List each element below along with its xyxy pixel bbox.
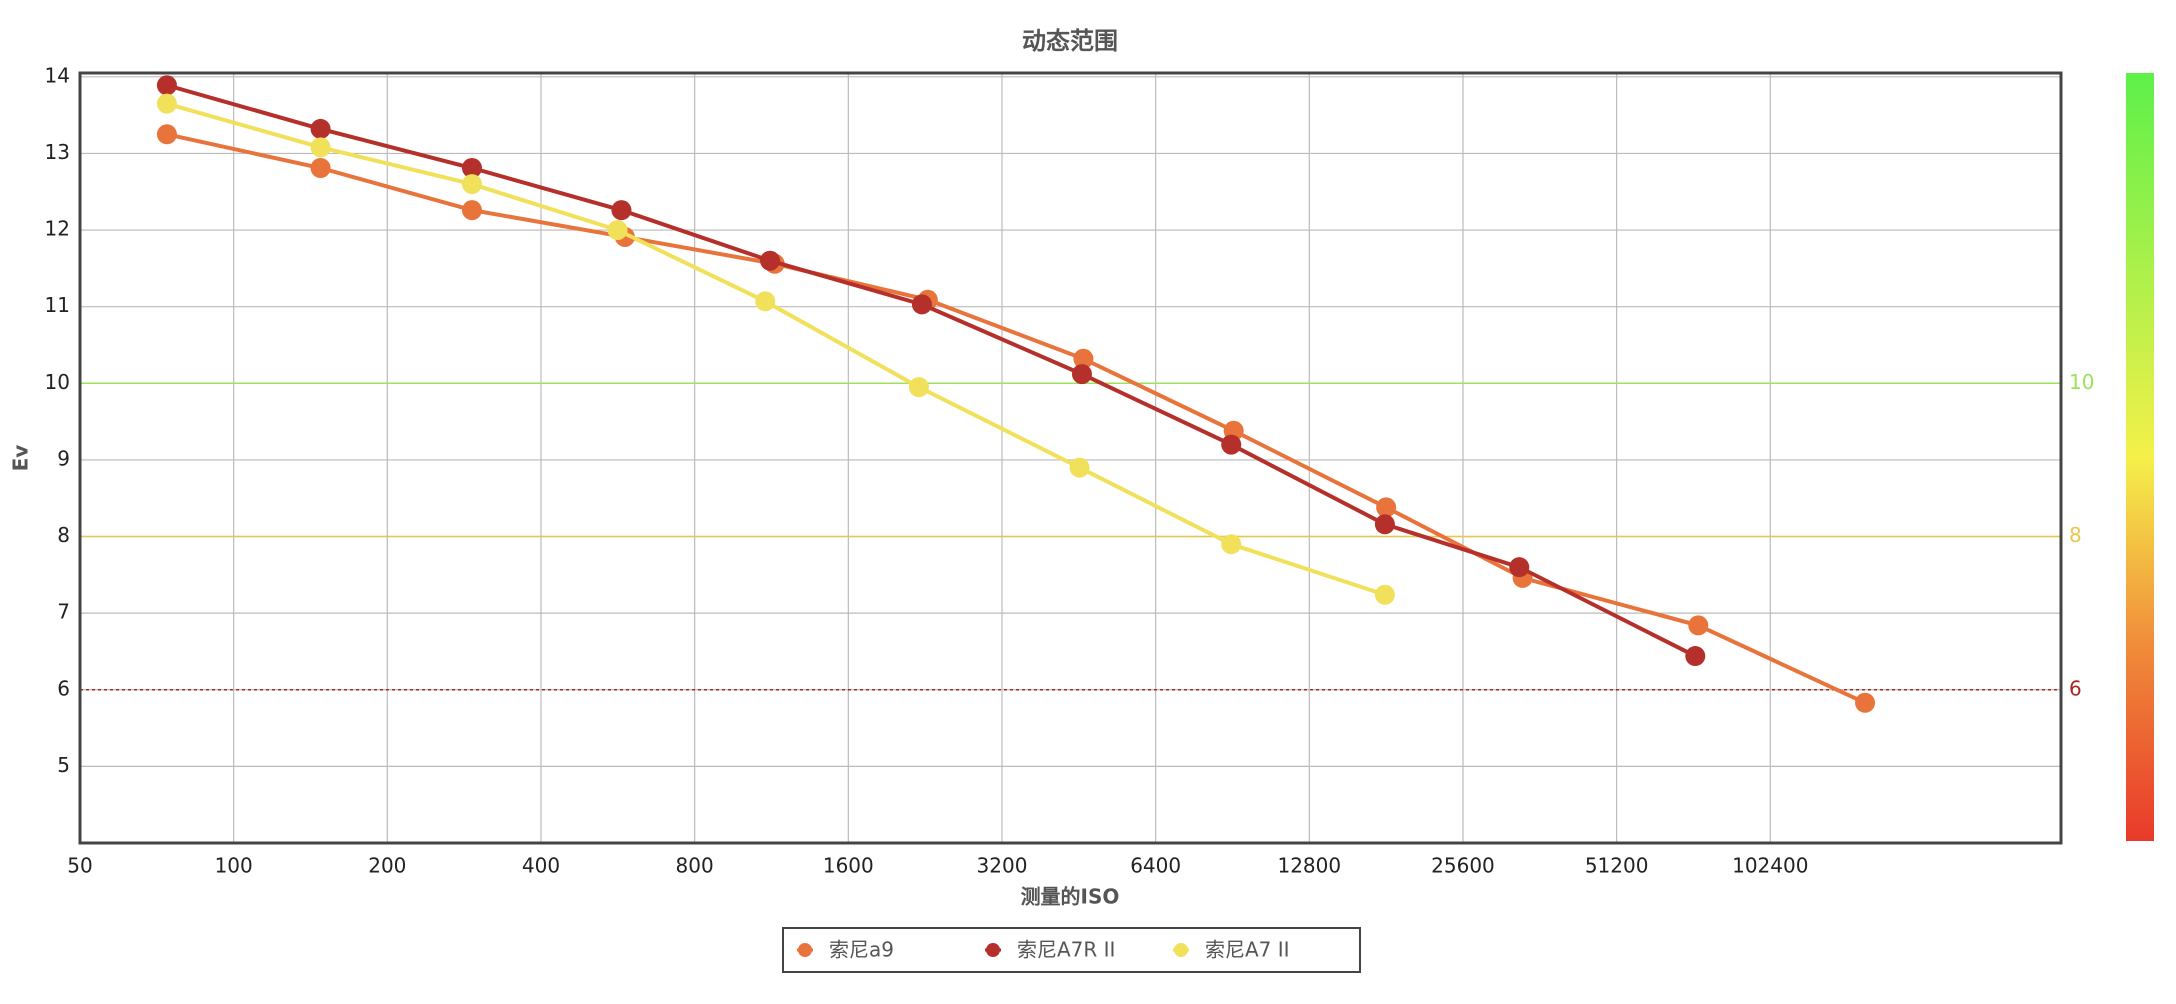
data-point [310,118,331,139]
data-point [461,200,482,221]
x-tick-label: 400 [522,854,560,878]
data-point [1221,434,1242,455]
legend-marker [798,943,812,957]
series-line [166,83,1697,658]
x-axis-label: 测量的ISO [1021,885,1120,909]
data-point [1855,692,1876,713]
reference-label: 8 [2069,523,2082,547]
data-point [461,158,482,179]
data-point [1374,514,1395,535]
y-tick-label: 11 [45,293,70,317]
x-tick-label: 25600 [1431,854,1495,878]
data-point [1509,557,1530,578]
x-tick-label: 200 [368,854,406,878]
y-tick-label: 7 [57,600,70,624]
color-bar [2126,73,2154,841]
y-tick-label: 14 [45,63,70,87]
data-point [1376,497,1397,518]
x-tick-label: 6400 [1130,854,1181,878]
legend-label: 索尼A7 II [1205,938,1290,962]
data-point [911,294,932,315]
x-tick-label: 50 [67,854,92,878]
data-point [1221,534,1242,555]
x-tick-label: 1600 [823,854,874,878]
reference-label: 10 [2069,370,2094,394]
y-tick-label: 9 [57,446,70,470]
data-point [1685,646,1706,667]
x-tick-label: 800 [676,854,714,878]
y-tick-label: 8 [57,523,70,547]
data-point [760,250,781,271]
data-point [461,174,482,195]
x-tick-label: 100 [215,854,253,878]
legend-label: 索尼a9 [829,938,894,962]
data-point [156,93,177,114]
series-line [166,132,1866,705]
data-point [1374,584,1395,605]
chart-title: 动态范围 [1022,27,1118,55]
plot-area [78,71,2063,845]
x-tick-label: 3200 [977,854,1028,878]
data-point [1688,615,1709,636]
data-point [1071,364,1092,385]
y-tick-label: 10 [45,370,70,394]
data-point [908,377,929,398]
data-point [755,291,776,312]
x-tick-label: 102400 [1732,854,1808,878]
data-point [310,137,331,158]
data-point [1073,348,1094,369]
legend-label: 索尼A7R II [1017,938,1115,962]
data-point [611,200,632,221]
y-tick-label: 13 [45,140,70,164]
legend-marker [1174,943,1188,957]
y-tick-label: 5 [57,753,70,777]
y-tick-label: 12 [45,217,70,241]
y-tick-label: 6 [57,676,70,700]
data-point [156,124,177,145]
reference-label: 6 [2069,676,2082,700]
legend-marker [986,943,1000,957]
x-tick-label: 51200 [1585,854,1649,878]
y-axis-label: Ev [9,445,33,472]
legend-items: 索尼a9 索尼A7R II 索尼A7 II [797,938,1290,962]
data-point [1069,457,1090,478]
data-point [156,75,177,96]
data-point [607,220,628,241]
plot-border [78,71,2063,845]
x-tick-label: 12800 [1277,854,1341,878]
data-point [310,158,331,179]
legend [782,927,1361,973]
